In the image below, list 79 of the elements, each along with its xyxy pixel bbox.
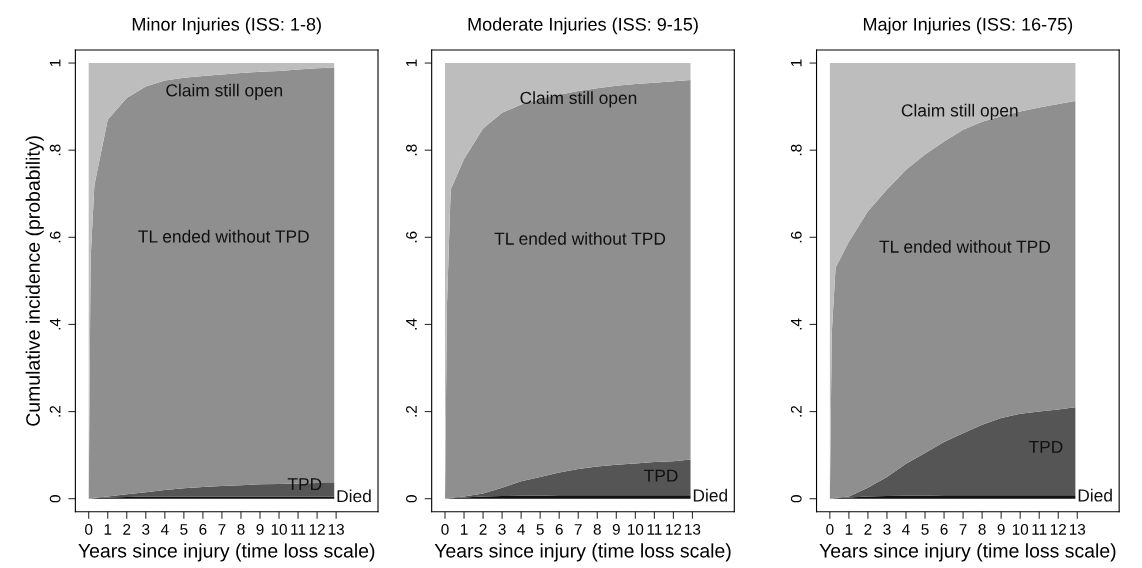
series-label: Claim still open <box>520 91 637 108</box>
x-axis-title: Years since injury (time loss scale) <box>434 543 731 562</box>
x-tick-label: 1 <box>460 524 468 535</box>
y-tick-label: .6 <box>790 231 802 243</box>
y-tick-label: .2 <box>406 405 417 417</box>
x-tick-label: 4 <box>517 524 525 535</box>
y-tick-label: .2 <box>790 405 802 417</box>
y-tick-label: .8 <box>790 144 802 156</box>
series-label: TPD <box>644 469 678 482</box>
x-axis-title: Years since injury (time loss scale) <box>819 543 1116 562</box>
series-label: TL ended without TPD <box>494 232 666 245</box>
chart-title: Minor Injuries (ISS: 1-8) <box>132 17 321 35</box>
x-tick-label: 9 <box>997 523 1005 535</box>
y-tick-label: 1 <box>49 59 61 67</box>
series-label: Died <box>1078 488 1112 502</box>
x-tick-label: 3 <box>883 523 891 535</box>
y-tick-label: .6 <box>49 231 61 243</box>
x-tick-label: 10 <box>271 523 287 535</box>
y-tick-label: .2 <box>49 405 61 417</box>
y-tick-label: .8 <box>406 144 417 156</box>
y-tick-label: 1 <box>406 59 417 67</box>
x-tick-label: 11 <box>647 524 662 535</box>
y-axis-title: Cumulative incidence (probability) <box>25 136 44 426</box>
x-tick-label: 5 <box>536 524 544 535</box>
x-tick-label: 12 <box>666 523 682 535</box>
x-tick-label: 4 <box>160 524 169 535</box>
y-tick-label: .4 <box>49 318 61 330</box>
x-tick-label: 11 <box>291 524 306 535</box>
chart-title: Moderate Injuries (ISS: 9-15) <box>468 17 698 35</box>
x-tick-label: 8 <box>237 523 245 535</box>
x-tick-label: 3 <box>498 523 506 535</box>
series-label: TPD <box>287 478 322 491</box>
y-tick-label: .4 <box>406 318 417 330</box>
x-tick-label: 3 <box>142 523 150 535</box>
x-tick-label: 7 <box>959 524 967 535</box>
x-tick-label: 2 <box>123 523 131 535</box>
x-tick-label: 0 <box>826 523 834 535</box>
y-tick-label: 0 <box>49 495 61 503</box>
x-tick-label: 2 <box>864 523 872 535</box>
chart-title: Major Injuries (ISS: 16-75) <box>863 17 1073 35</box>
x-tick-label: 12 <box>1050 523 1066 535</box>
x-tick-label: 13 <box>685 523 701 535</box>
x-tick-label: 13 <box>1069 523 1086 535</box>
x-tick-label: 0 <box>441 523 449 535</box>
x-tick-label: 4 <box>902 524 910 535</box>
x-tick-label: 13 <box>328 523 344 535</box>
x-tick-label: 1 <box>104 524 112 535</box>
x-axis-title: Years since injury (time loss scale) <box>78 543 375 562</box>
series-label: TL ended without TPD <box>879 240 1050 253</box>
x-tick-label: 7 <box>574 524 582 535</box>
y-tick-label: 1 <box>791 59 802 67</box>
series-label: Died <box>693 488 728 502</box>
series-label: Claim still open <box>166 83 283 100</box>
x-tick-label: 6 <box>555 523 563 535</box>
x-tick-label: 11 <box>1032 524 1047 535</box>
x-tick-label: 9 <box>256 523 264 535</box>
y-tick-label: .4 <box>791 318 802 330</box>
x-tick-label: 1 <box>845 524 853 535</box>
series-label: TL ended without TPD <box>138 229 309 243</box>
series-label: TPD <box>1028 440 1063 453</box>
y-tick-label: .8 <box>49 144 61 156</box>
x-tick-label: 0 <box>85 523 93 535</box>
x-tick-label: 10 <box>628 523 644 535</box>
x-tick-label: 7 <box>218 524 226 535</box>
x-tick-label: 2 <box>479 523 487 535</box>
x-tick-label: 8 <box>593 523 601 535</box>
x-tick-label: 5 <box>180 524 188 535</box>
x-tick-label: 6 <box>199 523 207 535</box>
y-tick-label: 0 <box>790 495 802 503</box>
series-label: Died <box>337 489 371 503</box>
y-tick-label: 0 <box>406 495 417 503</box>
x-tick-label: 9 <box>612 523 620 535</box>
x-tick-label: 12 <box>309 523 325 535</box>
x-tick-label: 5 <box>921 524 929 535</box>
x-tick-label: 6 <box>940 523 948 535</box>
series-label: Claim still open <box>901 103 1018 121</box>
y-tick-label: .6 <box>406 231 417 243</box>
x-tick-label: 8 <box>978 523 986 535</box>
x-tick-label: 10 <box>1012 523 1029 535</box>
